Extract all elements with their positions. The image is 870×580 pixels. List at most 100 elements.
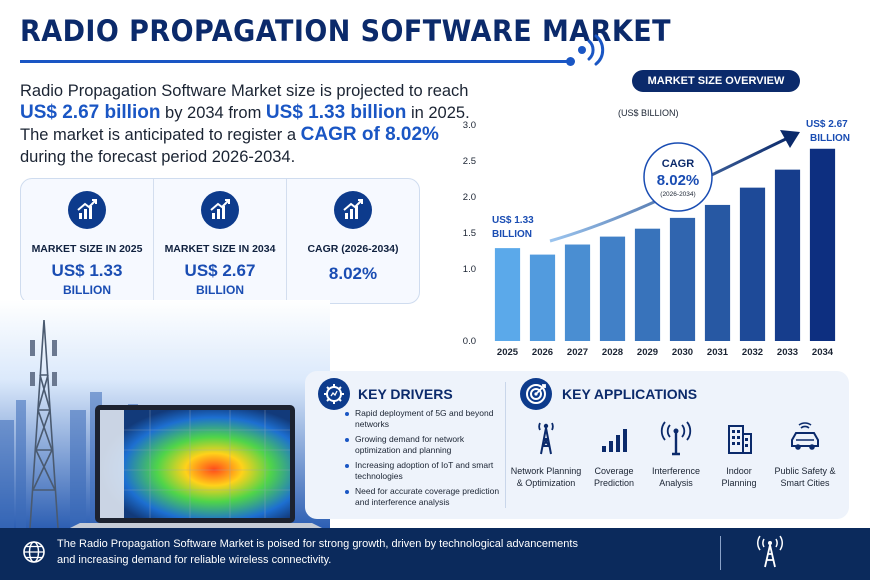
footer-line-2: and increasing demand for reliable wirel…	[57, 554, 332, 566]
stat-market-size-2034: MARKET SIZE IN 2034 US$ 2.67 BILLION	[153, 179, 286, 303]
bar-2030	[669, 217, 696, 341]
y-tick-label: 2.5	[463, 156, 476, 167]
app-label-line1: Coverage	[594, 466, 634, 476]
intro-line-4: during the forecast period 2026-2034.	[20, 148, 296, 166]
start-unit-label: BILLION	[492, 229, 532, 240]
app-label-line1: Indoor	[726, 466, 752, 476]
drivers-applications-panel	[305, 371, 849, 519]
value-2034-highlight: US$ 2.67 billion	[20, 102, 161, 123]
driver-item: Rapid deployment of 5G and beyond networ…	[343, 408, 503, 429]
y-tick-label: 1.0	[463, 264, 476, 275]
x-tick-label: 2028	[602, 347, 623, 358]
wireless-signal-icon	[578, 34, 605, 66]
app-label-line2: Smart Cities	[780, 478, 830, 488]
y-tick-label: 2.0	[463, 192, 476, 203]
app-label-line2: Analysis	[659, 478, 693, 488]
y-tick-label: 3.0	[463, 120, 476, 131]
end-unit-label: BILLION	[810, 133, 850, 144]
start-value-label: US$ 1.33	[492, 215, 534, 226]
intro-text-segment: in 2025.	[406, 104, 470, 122]
page-title: RADIO PROPAGATION SOFTWARE MARKET	[20, 14, 671, 48]
growth-chart-icon	[68, 191, 106, 229]
y-tick-label: 0.0	[463, 336, 476, 347]
cagr-highlight: CAGR of 8.02%	[300, 124, 439, 145]
tower-laptop-illustration	[0, 300, 330, 528]
cell-tower-icon	[757, 535, 783, 568]
bar-2032	[739, 187, 766, 341]
panel-divider	[505, 382, 506, 508]
stat-value: 8.02%	[328, 264, 378, 283]
title-underline	[20, 60, 572, 63]
cagr-bubble-title: CAGR	[662, 158, 694, 170]
x-tick-label: 2025	[497, 347, 519, 358]
bar-2027	[564, 244, 591, 341]
bar-2033	[774, 169, 801, 341]
app-label-line2: & Optimization	[516, 478, 576, 488]
stat-market-size-2025: MARKET SIZE IN 2025 US$ 1.33 BILLION	[21, 179, 153, 303]
target-icon	[520, 378, 552, 410]
stat-unit: BILLION	[196, 283, 244, 297]
car-icon	[791, 422, 819, 450]
bar-2025	[494, 248, 521, 341]
title-underline-dot	[566, 57, 575, 66]
app-label-line2: Prediction	[593, 478, 635, 488]
x-tick-label: 2027	[567, 347, 588, 358]
stat-unit: BILLION	[63, 283, 111, 297]
growth-arrow-head	[780, 130, 800, 148]
x-tick-label: 2030	[672, 347, 693, 358]
footer-divider	[720, 536, 721, 570]
footer-bar	[0, 528, 870, 580]
app-network-planning: Network Planning & Optimization	[508, 420, 584, 489]
market-size-bar-chart: 0.0 1.0 1.5 2.0 2.5 3.0 2025 2026 2027 2028 2029 2…	[463, 108, 850, 358]
bar-2029	[634, 228, 661, 341]
value-2025-highlight: US$ 1.33 billion	[265, 102, 407, 123]
driver-item: Need for accurate coverage prediction an…	[343, 486, 503, 507]
key-drivers-heading: KEY DRIVERS	[358, 386, 453, 402]
globe-icon	[23, 541, 45, 563]
app-interference-analysis: Interference Analysis	[644, 420, 708, 489]
footer-text: The Radio Propagation Software Market is…	[57, 536, 637, 568]
app-label-line1: Network Planning	[510, 466, 582, 476]
x-tick-label: 2033	[777, 347, 798, 358]
growth-chart-icon	[334, 191, 372, 229]
app-indoor-planning: Indoor Planning	[712, 420, 766, 489]
x-tick-label: 2032	[742, 347, 763, 358]
stat-value: US$ 1.33	[51, 261, 123, 280]
gear-chart-icon	[318, 378, 350, 410]
bar-2031	[704, 204, 731, 341]
bar-2034	[809, 148, 836, 341]
intro-text-segment: The market is anticipated to register a	[20, 126, 301, 144]
driver-item: Increasing adoption of IoT and smart tec…	[343, 460, 503, 481]
bar-2028	[599, 236, 626, 341]
bar-2026	[529, 254, 556, 341]
x-tick-label: 2029	[637, 347, 658, 358]
intro-line-3: The market is anticipated to register a …	[20, 124, 490, 146]
signal-bars-icon	[602, 429, 627, 452]
key-drivers-list: Rapid deployment of 5G and beyond networ…	[343, 408, 503, 512]
footer-line-1: The Radio Propagation Software Market is…	[57, 538, 578, 550]
growth-chart-icon	[201, 191, 239, 229]
intro-line-1: Radio Propagation Software Market size i…	[20, 82, 469, 100]
end-value-label: US$ 2.67	[806, 119, 848, 130]
cagr-bubble	[643, 142, 713, 212]
driver-item: Growing demand for network optimization …	[343, 434, 503, 455]
x-tick-label: 2026	[532, 347, 553, 358]
x-tick-label: 2034	[812, 347, 834, 358]
cell-tower-icon	[538, 422, 554, 455]
intro-line-2: US$ 2.67 billion by 2034 from US$ 1.33 b…	[20, 102, 490, 124]
app-label-line2: Planning	[721, 478, 757, 488]
chart-badge: MARKET SIZE OVERVIEW	[632, 70, 800, 92]
cagr-bubble-period: (2026-2034)	[660, 191, 695, 198]
building-icon	[728, 425, 752, 454]
intro-text-segment: by 2034 from	[160, 104, 266, 122]
stat-label: MARKET SIZE IN 2025	[31, 243, 143, 255]
cagr-bubble-value: 8.02%	[657, 172, 700, 189]
stat-cagr: CAGR (2026-2034) 8.02%	[286, 179, 419, 303]
x-tick-label: 2031	[707, 347, 729, 358]
antenna-waves-icon	[660, 421, 692, 456]
app-public-safety: Public Safety & Smart Cities	[770, 420, 840, 489]
stat-label: CAGR (2026-2034)	[307, 243, 399, 255]
stat-label: MARKET SIZE IN 2034	[164, 243, 276, 255]
app-label-line1: Public Safety &	[774, 466, 836, 476]
y-tick-label: 1.5	[463, 228, 476, 239]
